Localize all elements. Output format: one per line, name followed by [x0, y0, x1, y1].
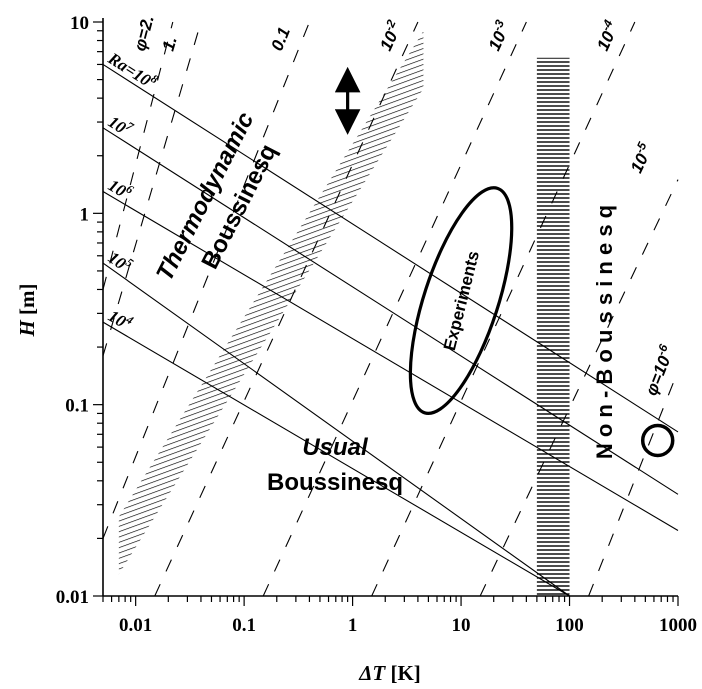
- rayleigh-line: [102, 191, 679, 531]
- experiments-label: Experiments: [440, 249, 483, 353]
- rayleigh-line: [102, 127, 679, 495]
- phi-label-base: 10: [627, 150, 653, 176]
- plot-frame: [102, 18, 678, 597]
- phi-label: 10-2: [374, 17, 406, 53]
- y-tick-label: 0.1: [65, 396, 89, 417]
- y-tick-label: 1: [80, 204, 90, 225]
- y-tick-label: 0.01: [56, 587, 89, 608]
- x-tick-label: 100: [555, 615, 584, 636]
- phi-label: 1.: [159, 34, 181, 53]
- rayleigh-label-base: Ra=10: [104, 48, 155, 90]
- y-tick-label: 10: [70, 13, 89, 34]
- phi-label: 10-3: [482, 17, 514, 53]
- rayleigh-label: 105: [105, 245, 137, 276]
- rayleigh-line: [102, 63, 679, 433]
- usual-label: Usual: [302, 434, 369, 461]
- x-axis-title-symbol: ΔT: [358, 661, 386, 685]
- rayleigh-label: 107: [105, 110, 137, 141]
- rayleigh-line: [102, 321, 570, 597]
- y-axis-title-unit: [m]: [15, 283, 39, 320]
- phi-line: [102, 21, 310, 539]
- phi-label: 10-4: [590, 17, 622, 53]
- hatch-layer: [118, 30, 570, 597]
- x-tick-label: 1000: [659, 615, 697, 636]
- phi-label-base: φ=2.: [130, 13, 157, 53]
- non-boussinesq-boundary-band: [536, 57, 570, 597]
- phi-line: [102, 21, 202, 356]
- thermodynamic-boundary-band: [118, 30, 424, 575]
- rayleigh-line: [102, 262, 570, 597]
- x-axis-title-unit: [K]: [385, 661, 421, 685]
- y-axis-title: H [m]: [15, 283, 39, 337]
- experiments-ellipse: [408, 186, 514, 415]
- phi-line: [479, 179, 679, 597]
- phi-label: φ=2.: [130, 13, 157, 53]
- x-tick-label: 0.01: [119, 615, 152, 636]
- x-tick-label: 1: [348, 615, 358, 636]
- circle-marker: [640, 423, 675, 458]
- phi-label-exponent: -6: [654, 342, 671, 357]
- phi-label-base: 10: [485, 28, 510, 54]
- rayleigh-label: 106: [105, 173, 136, 204]
- x-axis-title: ΔT [K]: [358, 661, 421, 685]
- x-tick-label: 0.1: [232, 615, 256, 636]
- rayleigh-label: Ra=108: [104, 46, 161, 93]
- usual-boussinesq-label: Boussinesq: [267, 469, 403, 496]
- phi-line: [588, 370, 679, 597]
- x-tick-label: 10: [452, 615, 471, 636]
- non-boussinesq-label: N o n - B o u s s i n e s q: [592, 205, 617, 459]
- rayleigh-label-base: 10: [105, 248, 130, 274]
- phi-label-base: 10: [593, 28, 618, 54]
- phi-label: 0.1: [267, 24, 293, 53]
- phi-line: [102, 21, 174, 290]
- phi-label-base: 10: [376, 28, 401, 54]
- phi-label-base: 1.: [159, 34, 181, 53]
- phi-label: φ=10-6: [639, 342, 679, 398]
- phi-label-base: 0.1: [267, 24, 293, 53]
- phi-label: 10-5: [624, 140, 657, 176]
- axis-ticks: 0.01 0.1 1 10 100 1000 0.01 0.1 1 10: [56, 13, 697, 636]
- rayleigh-label: 104: [105, 304, 136, 335]
- y-axis-title-symbol: H: [15, 320, 39, 338]
- annotations: ExperimentsThermodynamicBoussinesqUsualB…: [151, 66, 675, 496]
